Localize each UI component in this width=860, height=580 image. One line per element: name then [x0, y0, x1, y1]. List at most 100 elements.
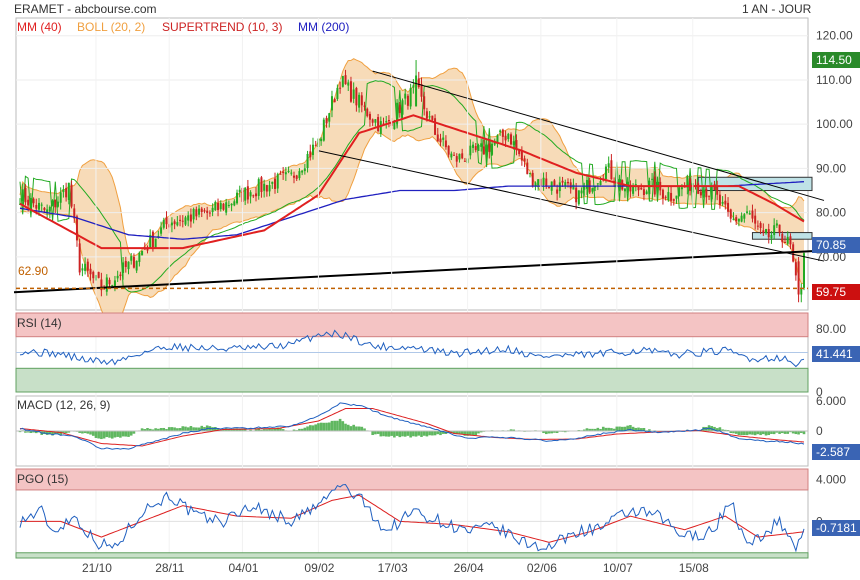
candle-body — [195, 209, 198, 217]
candle-body — [151, 231, 154, 248]
candle-body — [208, 212, 211, 214]
macd-histogram-bar — [346, 424, 350, 431]
macd-histogram-bar — [786, 431, 790, 434]
candle-body — [233, 201, 236, 206]
macd-histogram-bar — [797, 431, 800, 435]
macd-histogram-bar — [322, 422, 326, 431]
candle-body — [699, 191, 702, 196]
macd-histogram-bar — [772, 431, 776, 435]
candle-body — [127, 261, 130, 270]
macd-histogram-bar — [623, 426, 627, 431]
candle-body — [274, 178, 277, 189]
macd-histogram-bar — [100, 431, 103, 440]
macd-histogram-bar — [403, 431, 407, 437]
macd-histogram-bar — [227, 428, 231, 431]
candle-body — [762, 230, 765, 234]
macd-histogram-bar — [29, 431, 33, 433]
candle-body — [179, 219, 182, 221]
candle-body — [48, 206, 51, 212]
macd-histogram-bar — [591, 428, 594, 431]
candle-body — [599, 181, 602, 186]
candle-body — [667, 192, 670, 201]
macd-histogram-bar — [298, 428, 301, 431]
macd-histogram-bar — [197, 427, 201, 431]
candle-body — [575, 187, 578, 203]
macd-histogram-bar — [547, 431, 551, 434]
candle-body — [534, 182, 537, 187]
macd-histogram-bar — [146, 427, 149, 431]
macd-histogram-bar — [390, 431, 393, 436]
candle-body — [626, 181, 629, 188]
macd-histogram-bar — [593, 428, 597, 431]
channel-lower-line — [318, 150, 825, 262]
candle-body — [89, 268, 92, 275]
candle-body — [729, 209, 732, 219]
macd-histogram-bar — [276, 427, 280, 431]
candle-body — [170, 222, 173, 226]
macd-histogram-bar — [414, 431, 418, 437]
candle-body — [789, 236, 792, 245]
macd-histogram-bar — [184, 426, 187, 431]
candle-body — [206, 210, 209, 213]
macd-histogram-bar — [97, 431, 100, 439]
x-tick-label: 04/01 — [228, 561, 258, 575]
macd-histogram-bar — [395, 431, 399, 436]
macd-histogram-bar — [268, 428, 271, 431]
macd-histogram-bar — [192, 427, 195, 431]
candle-body — [480, 143, 483, 147]
pgo-overbought-zone — [15, 468, 809, 491]
macd-histogram-bar — [292, 429, 296, 431]
candle-body — [409, 87, 412, 107]
candle-body — [803, 253, 805, 288]
macd-histogram-bar — [637, 427, 640, 431]
candle-body — [455, 156, 458, 162]
macd-histogram-bar — [460, 431, 464, 435]
candle-body — [314, 145, 317, 147]
macd-histogram-bar — [550, 431, 554, 434]
candle-body — [469, 145, 472, 156]
macd-histogram-bar — [330, 420, 334, 431]
macd-histogram-bar — [281, 429, 285, 431]
x-tick-label: 28/11 — [155, 561, 184, 575]
macd-histogram-bar — [553, 431, 556, 433]
macd-histogram-bar — [317, 423, 320, 431]
candle-body — [499, 130, 502, 133]
candle-body — [149, 234, 152, 248]
candle-body — [67, 182, 70, 200]
macd-histogram-bar — [108, 431, 111, 438]
candle-body — [775, 223, 778, 226]
macd-histogram-bar — [300, 428, 304, 431]
macd-histogram-bar — [273, 428, 277, 431]
candle-body — [773, 225, 776, 236]
macd-histogram-bar — [34, 431, 38, 434]
candle-body — [735, 217, 738, 222]
macd-histogram-bar — [596, 427, 600, 431]
macd-histogram-bar — [471, 431, 475, 436]
macd-histogram-bar — [759, 431, 762, 436]
candle-body — [705, 188, 708, 198]
candle-body — [141, 250, 144, 256]
candle-body — [295, 175, 298, 179]
macd-histogram-bar — [167, 427, 171, 431]
candle-body — [708, 195, 711, 197]
candle-body — [661, 189, 664, 199]
candle-body — [542, 177, 545, 185]
macd-label: MACD (12, 26, 9) — [17, 398, 111, 412]
macd-histogram-bar — [270, 429, 274, 431]
macd-histogram-bar — [81, 431, 84, 434]
candle-body — [265, 185, 268, 192]
candle-body — [333, 99, 336, 103]
candle-body — [800, 287, 803, 295]
price-tag-high: 114.50 — [812, 52, 860, 68]
macd-histogram-bar — [582, 429, 586, 431]
macd-histogram-bar — [170, 427, 174, 431]
candle-body — [675, 195, 678, 199]
candle-body — [62, 189, 65, 193]
candle-body — [165, 217, 168, 225]
macd-histogram-bar — [607, 427, 610, 431]
candle-body — [564, 182, 567, 186]
candle-body — [51, 200, 54, 206]
macd-histogram-bar — [794, 431, 798, 435]
candle-body — [244, 187, 247, 201]
macd-histogram-bar — [615, 426, 619, 431]
